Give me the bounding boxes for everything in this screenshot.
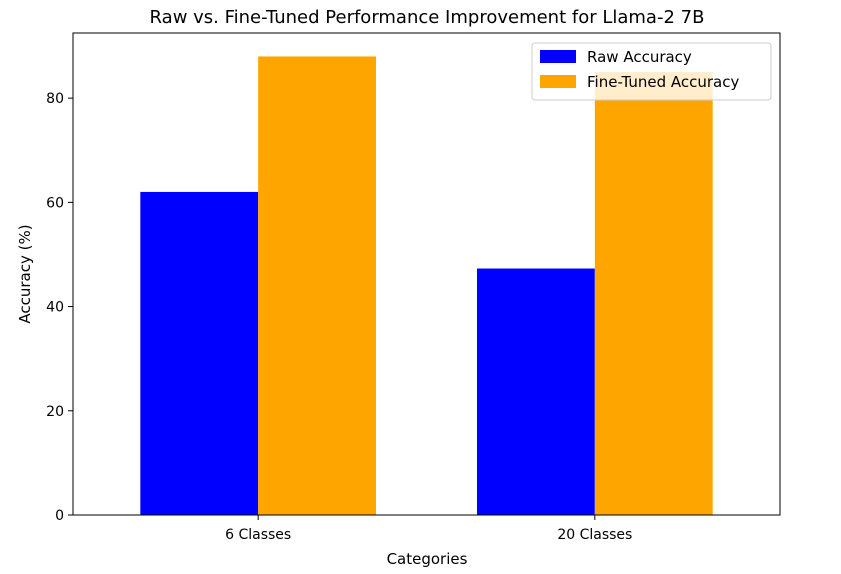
bar-fine-tuned-1 xyxy=(594,72,713,515)
bar-raw-0 xyxy=(140,191,259,515)
legend-label-1: Fine-Tuned Accuracy xyxy=(587,73,739,91)
x-tick-label-1: 20 Classes xyxy=(557,527,632,543)
y-tick-label-2: 40 xyxy=(46,300,64,316)
legend-frame xyxy=(531,42,772,101)
x-tick-label-0: 6 Classes xyxy=(225,527,291,543)
bars-group xyxy=(140,56,713,516)
y-tick-label-0: 0 xyxy=(55,508,64,524)
y-tick-label-1: 20 xyxy=(46,404,64,420)
chart-title: Raw vs. Fine-Tuned Performance Improveme… xyxy=(150,7,705,28)
y-axis-label: Accuracy (%) xyxy=(16,224,34,323)
y-tick-label-3: 60 xyxy=(46,195,64,211)
bar-fine-tuned-0 xyxy=(258,56,376,516)
legend-label-0: Raw Accuracy xyxy=(587,48,692,66)
legend-swatch-0 xyxy=(540,50,576,63)
y-axis: 0 20 40 60 80 xyxy=(46,91,73,524)
x-axis: 6 Classes 20 Classes xyxy=(225,515,632,543)
y-tick-label-4: 80 xyxy=(46,91,64,107)
legend: Raw Accuracy Fine-Tuned Accuracy xyxy=(531,42,772,101)
legend-swatch-1 xyxy=(540,75,576,88)
plot-frame xyxy=(72,32,781,516)
x-axis-label: Categories xyxy=(387,550,468,568)
bar-raw-1 xyxy=(477,268,595,515)
